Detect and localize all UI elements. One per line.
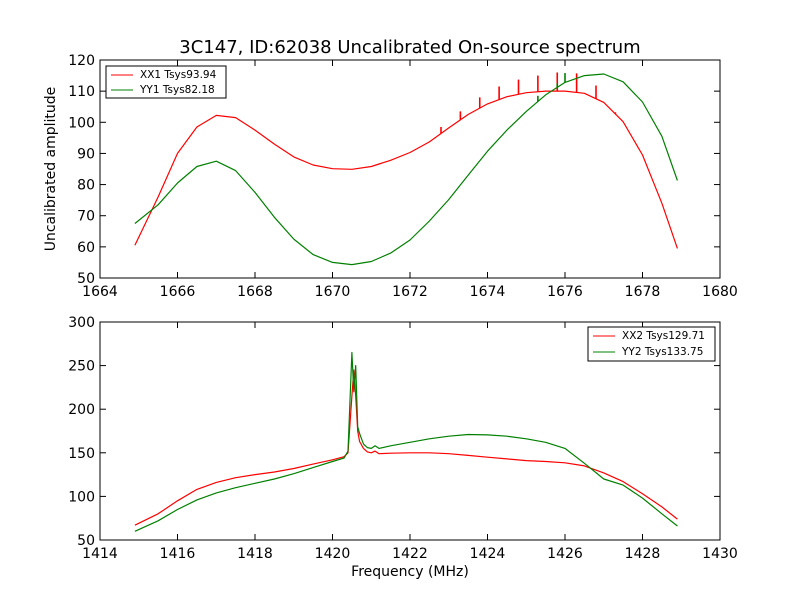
x-tick-label: 1668 bbox=[237, 284, 273, 300]
bottom-series-group bbox=[134, 351, 678, 532]
y-tick-label: 200 bbox=[68, 402, 95, 418]
bottom-ticks-group: 1414 1416 1418 1420 1422 1424 1426 1428 1430 50 10… bbox=[68, 315, 738, 562]
top-y-axis-label: Uncalibrated amplitude bbox=[43, 87, 59, 252]
y-tick-label: 100 bbox=[68, 115, 95, 131]
legend-label-xx1: XX1 Tsys93.94 bbox=[140, 69, 217, 81]
x-tick-label: 1676 bbox=[547, 284, 583, 300]
top-ticks-group: 1664 1666 1668 1670 1672 1674 1676 1678 1680 50 60… bbox=[68, 53, 738, 300]
x-tick-label: 1670 bbox=[315, 284, 351, 300]
x-tick-label: 1418 bbox=[237, 546, 273, 562]
y-tick-label: 70 bbox=[77, 209, 95, 225]
bottom-plot-frame bbox=[99, 321, 721, 541]
x-tick-label: 1664 bbox=[82, 284, 118, 300]
x-tick-label: 1666 bbox=[160, 284, 196, 300]
x-tick-label: 1414 bbox=[82, 546, 118, 562]
top-plot-frame bbox=[99, 59, 721, 279]
x-tick-label: 1672 bbox=[392, 284, 428, 300]
bottom-series-line-2 bbox=[134, 351, 678, 532]
bottom-panel: 1414 1416 1418 1420 1422 1424 1426 1428 1430 50 10… bbox=[68, 315, 738, 580]
y-tick-label: 250 bbox=[68, 359, 95, 375]
y-tick-label: 100 bbox=[68, 489, 95, 505]
y-tick-label: 120 bbox=[68, 53, 95, 69]
x-tick-label: 1426 bbox=[547, 546, 583, 562]
x-tick-label: 1420 bbox=[315, 546, 351, 562]
chart-title: 3C147, ID:62038 Uncalibrated On-source s… bbox=[179, 37, 640, 58]
bottom-x-axis-label: Frequency (MHz) bbox=[351, 564, 469, 580]
x-tick-label: 1428 bbox=[625, 546, 661, 562]
y-tick-label: 50 bbox=[77, 271, 95, 287]
top-panel: 1664 1666 1668 1670 1672 1674 1676 1678 1680 50 60… bbox=[43, 53, 738, 300]
y-tick-label: 50 bbox=[77, 533, 95, 549]
y-tick-label: 300 bbox=[68, 315, 95, 331]
y-tick-label: 60 bbox=[77, 240, 95, 256]
legend-label-yy2: YY2 Tsys133.75 bbox=[621, 346, 703, 358]
y-tick-label: 150 bbox=[68, 446, 95, 462]
bottom-series-line-1 bbox=[134, 369, 678, 526]
bottom-legend: XX2 Tsys129.71 YY2 Tsys133.75 bbox=[587, 326, 716, 362]
legend-label-yy1: YY1 Tsys82.18 bbox=[139, 84, 215, 96]
y-tick-label: 90 bbox=[77, 146, 95, 162]
x-tick-label: 1422 bbox=[392, 546, 428, 562]
x-tick-label: 1416 bbox=[160, 546, 196, 562]
top-series-line-2 bbox=[134, 73, 678, 266]
x-tick-label: 1674 bbox=[470, 284, 506, 300]
x-tick-label: 1680 bbox=[702, 284, 738, 300]
y-tick-label: 110 bbox=[68, 84, 95, 100]
top-legend-box bbox=[105, 65, 227, 99]
top-legend: XX1 Tsys93.94 YY1 Tsys82.18 bbox=[105, 65, 227, 99]
y-tick-label: 80 bbox=[77, 178, 95, 194]
x-tick-label: 1424 bbox=[470, 546, 506, 562]
x-tick-label: 1678 bbox=[625, 284, 661, 300]
top-series-line-1 bbox=[134, 90, 678, 249]
legend-label-xx2: XX2 Tsys129.71 bbox=[622, 330, 705, 342]
bottom-legend-box bbox=[587, 326, 716, 362]
x-tick-label: 1430 bbox=[702, 546, 738, 562]
top-series-group bbox=[134, 72, 678, 266]
